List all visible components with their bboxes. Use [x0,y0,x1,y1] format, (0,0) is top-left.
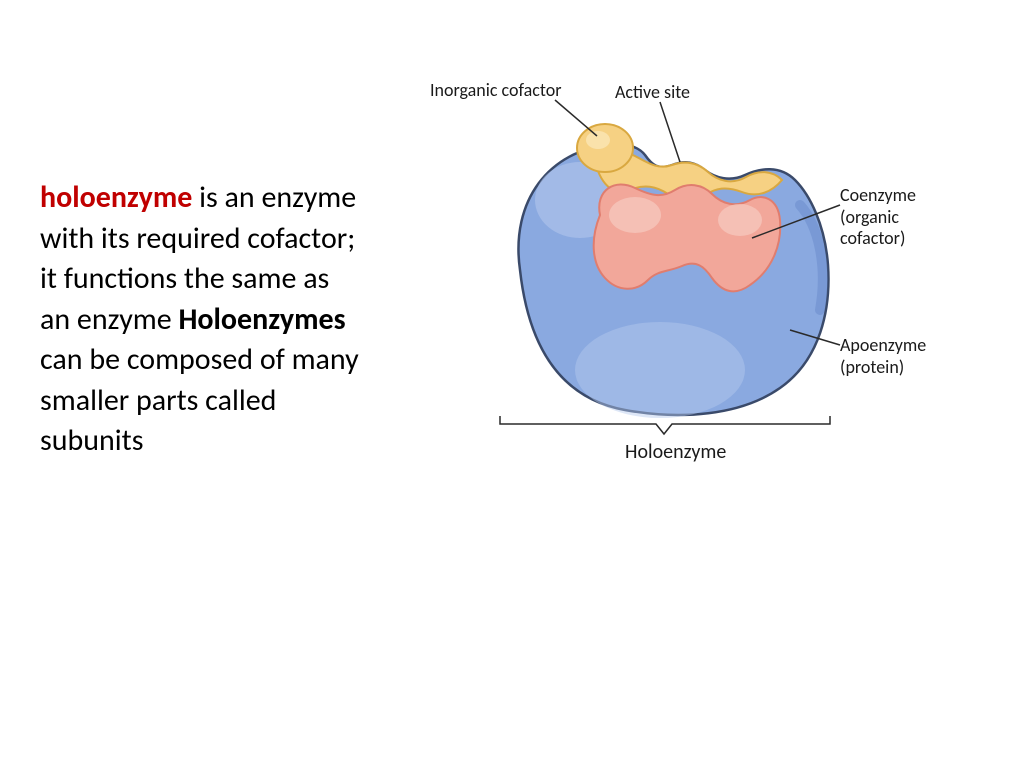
label-coenzyme-l3: cofactor) [840,227,905,249]
inorganic-cofactor-shape [577,124,633,172]
holoenzyme-diagram: Inorganic cofactor Active site Coenzyme … [400,70,1000,490]
label-coenzyme-l2: (organic [840,206,899,228]
label-coenzyme: Coenzyme (organic cofactor) [840,185,990,250]
pointer-active [660,102,680,162]
definition-paragraph: holoenzyme is an enzyme with its require… [40,178,360,462]
label-holoenzyme: Holoenzyme [625,440,726,464]
pointer-inorganic [555,100,597,136]
keyword-holoenzymes: Holoenzymes [178,301,345,338]
keyword-holoenzyme: holoenzyme [40,179,192,216]
label-active-site: Active site [615,82,690,104]
enzyme-svg [400,70,1000,490]
label-coenzyme-l1: Coenzyme [840,184,916,206]
label-inorganic-cofactor: Inorganic cofactor [430,80,562,102]
holoenzyme-bracket [500,416,830,434]
label-apoenzyme: Apoenzyme (protein) [840,335,990,378]
definition-text: holoenzyme is an enzyme with its require… [40,178,360,462]
def-part2: can be composed of many smaller parts ca… [40,341,359,459]
